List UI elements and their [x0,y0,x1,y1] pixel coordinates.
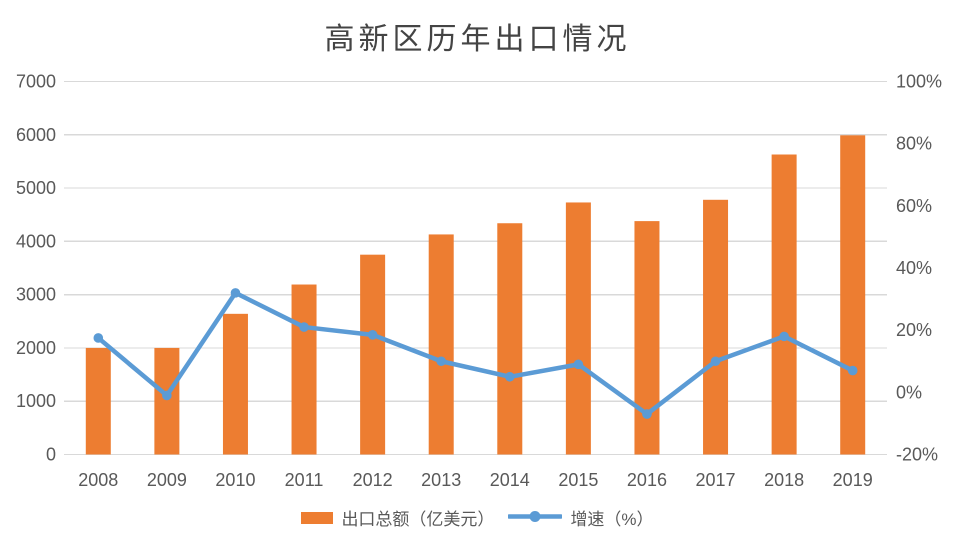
x-tick-label-2011: 2011 [285,470,324,490]
x-tick-label-2010: 2010 [215,470,255,490]
legend: 出口总额（亿美元） 增速（%） [0,505,955,530]
left-tick-label-1000: 1000 [16,391,56,411]
bar-2013 [428,234,454,455]
legend-label-growth: 增速（%） [570,510,654,529]
gridlines [64,80,887,456]
x-tick-label-2009: 2009 [147,470,187,490]
bar-2008 [85,347,111,455]
bar-2010 [222,313,248,455]
point-2011 [299,322,309,332]
right-tick-label--20%: -20% [896,445,938,465]
right-tick-label-80%: 80% [896,134,932,154]
right-axis-labels: -20% 0% 20% 40% 60% 80% 100% [896,72,942,465]
point-2008 [93,333,104,343]
point-2009 [162,390,172,401]
bar-2015 [565,202,591,455]
x-tick-label-2013: 2013 [421,470,461,490]
legend-label-exports: 出口总额（亿美元） [341,510,495,529]
bar-2011 [291,284,317,455]
x-tick-label-2012: 2012 [353,470,393,490]
right-tick-label-0%: 0% [896,382,922,402]
x-tick-label-2014: 2014 [490,470,530,490]
right-tick-label-60%: 60% [896,196,932,216]
x-tick-label-2017: 2017 [696,470,736,490]
bar-2018 [771,154,797,455]
point-2019 [847,365,858,376]
bar-2017 [703,199,729,455]
legend-item-growth: 增速（%） [507,505,654,530]
point-2010 [230,288,241,298]
left-tick-label-6000: 6000 [16,125,56,145]
legend-item-exports: 出口总额（亿美元） [301,505,494,530]
x-tick-label-2016: 2016 [627,470,667,490]
point-2017 [710,356,721,367]
bar-series [85,135,866,455]
left-tick-label-5000: 5000 [16,178,56,198]
right-tick-label-20%: 20% [896,320,932,340]
x-tick-label-2019: 2019 [833,470,873,490]
left-tick-label-4000: 4000 [16,231,56,251]
left-axis-labels: 0 1000 2000 3000 4000 5000 6000 7000 [16,72,56,465]
left-tick-label-3000: 3000 [16,285,56,305]
x-axis-labels: 2008 2009 2010 2011 2012 2013 2014 2015 2016 2017… [78,470,872,490]
bar-2019 [840,135,866,455]
point-2012 [367,330,378,340]
bar-2016 [634,221,660,455]
left-tick-label-0: 0 [46,445,56,465]
point-2018 [779,331,789,342]
point-2013 [436,356,447,367]
point-2014 [504,371,515,382]
line-swatch-graphic [507,510,564,522]
x-tick-label-2008: 2008 [78,470,118,490]
line-markers [93,288,858,419]
bar-2014 [497,223,523,455]
growth-line [96,290,855,417]
point-2016 [642,409,652,419]
bar-2012 [360,254,386,455]
bar-series-swatch [301,511,334,524]
left-tick-label-2000: 2000 [16,338,56,358]
chart-title: 高新区历年出口情况 [324,23,631,56]
right-tick-label-40%: 40% [896,258,932,278]
point-2015 [573,359,584,370]
left-tick-label-7000: 7000 [16,72,56,92]
x-tick-label-2018: 2018 [764,470,804,490]
line-series-swatch [507,508,564,528]
x-tick-label-2015: 2015 [558,470,598,490]
right-tick-label-100%: 100% [896,72,942,92]
bar-2009 [154,347,180,455]
